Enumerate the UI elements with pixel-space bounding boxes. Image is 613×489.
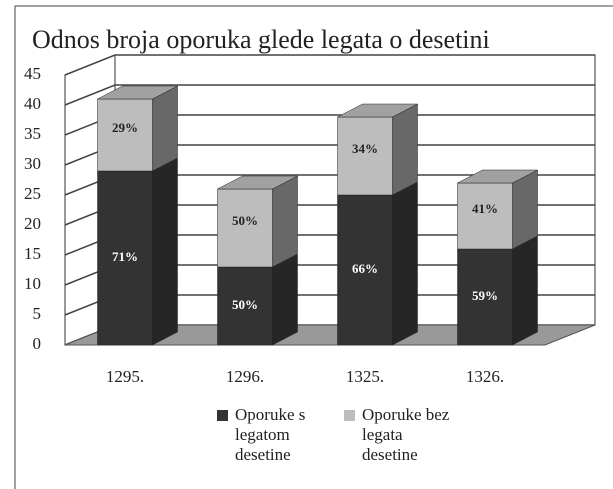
y-tick-label: 25: [24, 184, 41, 203]
y-tick-label: 35: [24, 124, 41, 143]
y-tick-label: 30: [24, 154, 41, 173]
bar-side: [512, 235, 538, 346]
y-tick-label: 0: [33, 334, 42, 353]
legend-entry: Oporuke s legatom desetine: [217, 405, 330, 465]
grid-line: [64, 84, 595, 106]
data-label: 34%: [352, 141, 378, 156]
bar: [337, 194, 393, 346]
data-label: 29%: [112, 120, 138, 135]
chart-frame: [14, 5, 613, 489]
bar-side: [272, 253, 298, 346]
bar-side: [512, 169, 538, 250]
bar: [217, 266, 273, 346]
legend-entry: Oporuke bez legata desetine: [344, 405, 457, 465]
y-tick-label: 45: [24, 64, 41, 83]
x-tick-label: 1325.: [346, 367, 384, 386]
bar-side: [152, 157, 178, 346]
y-tick-label: 40: [24, 94, 41, 113]
bar: [97, 98, 153, 172]
data-label: 59%: [472, 288, 498, 303]
x-tick-label: 1326.: [466, 367, 504, 386]
data-label: 50%: [232, 297, 258, 312]
y-tick-label: 20: [24, 214, 41, 233]
legend-label: Oporuke bez legata desetine: [362, 405, 450, 464]
chart-title: Odnos broja oporuka glede legata o deset…: [32, 25, 490, 54]
bar-top: [217, 175, 298, 190]
bar-top: [457, 169, 538, 184]
bar: [217, 188, 273, 268]
bar-side: [392, 103, 418, 196]
grid-line: [64, 54, 595, 76]
bar-top: [97, 85, 178, 100]
bar-side: [272, 175, 298, 268]
data-label: 41%: [472, 201, 498, 216]
y-tick-label: 15: [24, 244, 41, 263]
legend-swatch: [344, 410, 355, 421]
x-tick-label: 1296.: [226, 367, 264, 386]
y-tick-label: 5: [33, 304, 42, 323]
legend-label: Oporuke s legatom desetine: [235, 405, 306, 464]
bar-side: [152, 85, 178, 172]
y-tick-label: 10: [24, 274, 41, 293]
bar: [337, 116, 393, 196]
data-label: 66%: [352, 261, 378, 276]
data-label: 50%: [232, 213, 258, 228]
bar-top: [337, 103, 418, 118]
data-label: 71%: [112, 249, 138, 264]
bar: [457, 248, 513, 346]
bar-side: [392, 181, 418, 346]
x-tick-label: 1295.: [106, 367, 144, 386]
legend-swatch: [217, 410, 228, 421]
bar: [97, 170, 153, 346]
bar: [457, 182, 513, 250]
